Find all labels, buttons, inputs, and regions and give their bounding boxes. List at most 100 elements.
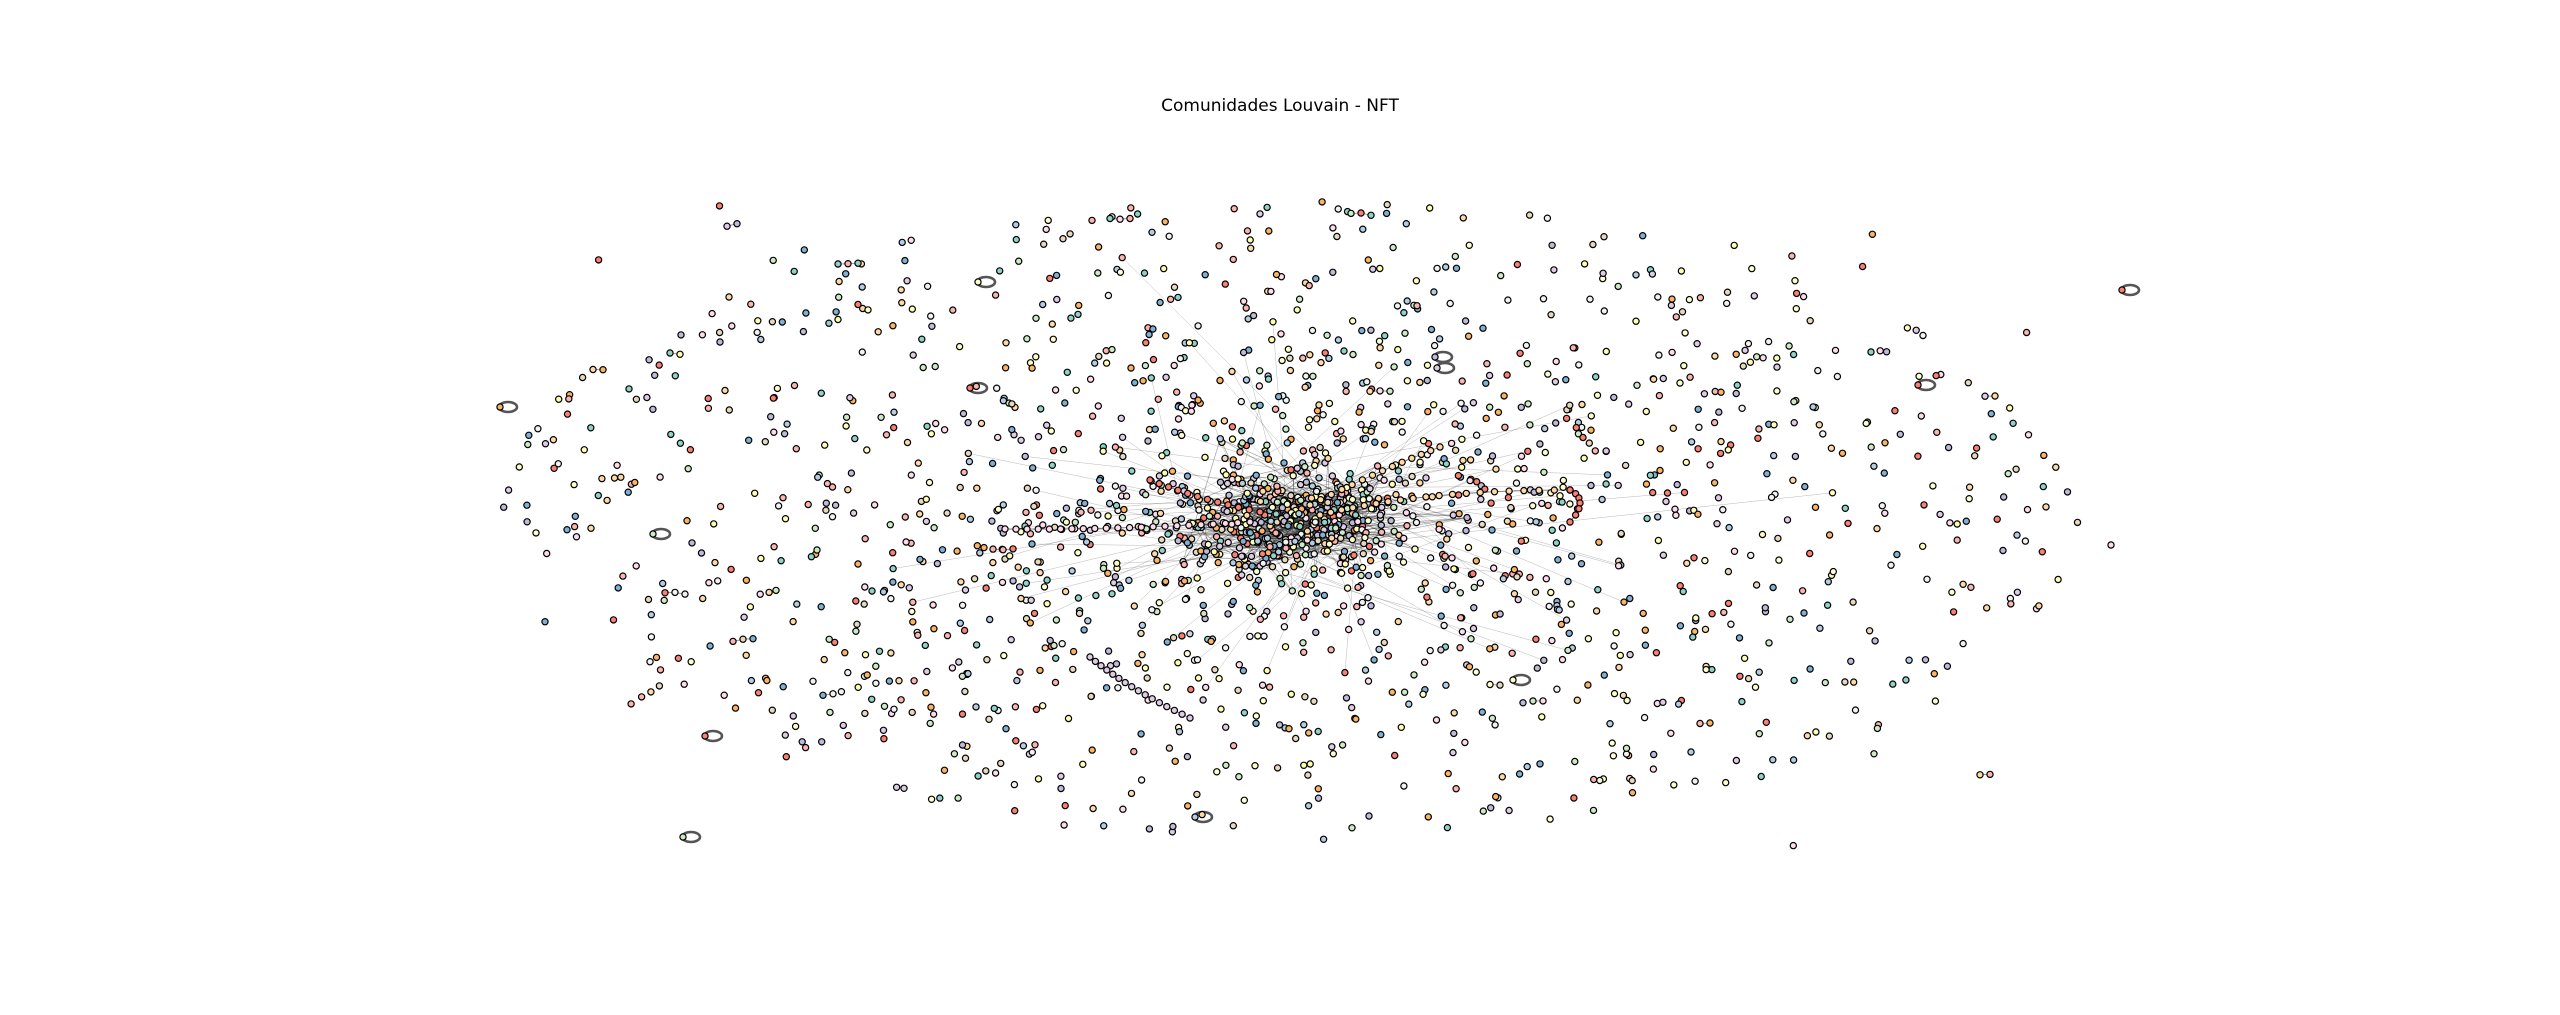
graph-node [982, 767, 990, 775]
graph-node [1281, 643, 1290, 651]
graph-node [1357, 571, 1365, 580]
graph-node [1419, 690, 1427, 699]
graph-node [1036, 405, 1045, 413]
graph-node [1619, 691, 1628, 700]
graph-node [2038, 548, 2047, 556]
graph-node [854, 560, 862, 568]
graph-edge [1290, 415, 1592, 471]
graph-node [1342, 694, 1351, 702]
graph-node [1981, 392, 1989, 400]
graph-node [1376, 264, 1384, 273]
graph-node [555, 395, 563, 403]
graph-node [1364, 677, 1373, 685]
graph-edge [1344, 521, 1359, 673]
graph-node [1659, 551, 1668, 559]
graph-node [733, 219, 741, 228]
graph-node [1142, 339, 1150, 347]
graph-node [1520, 464, 1528, 473]
graph-node [2013, 588, 2022, 597]
graph-node [1236, 448, 1244, 456]
graph-node [960, 626, 969, 635]
graph-node [1370, 548, 1379, 556]
graph-node [1314, 794, 1323, 802]
graph-node [524, 440, 532, 449]
graph-node [1814, 366, 1822, 375]
graph-node [847, 469, 856, 477]
graph-node [769, 256, 777, 265]
graph-node [974, 278, 982, 286]
graph-node [571, 512, 580, 521]
graph-node [1174, 415, 1183, 423]
graph-node [1791, 452, 1800, 461]
graph-node [1501, 423, 1509, 431]
graph-node [772, 586, 780, 595]
graph-node [1516, 349, 1524, 357]
graph-node [2004, 470, 2012, 478]
graph-node [1318, 198, 1326, 206]
graph-node [1388, 480, 1397, 488]
graph-node [676, 439, 685, 447]
graph-node [652, 653, 661, 662]
graph-node [1255, 382, 1264, 390]
graph-node [1429, 401, 1438, 409]
graph-node [1893, 550, 1901, 559]
graph-node [1602, 480, 1610, 488]
graph-node [1792, 289, 1801, 298]
graph-node [1833, 372, 1842, 381]
graph-node [1806, 317, 1814, 325]
graph-node [905, 584, 914, 592]
graph-node [1540, 468, 1548, 476]
graph-node [1034, 775, 1043, 783]
graph-node [1683, 559, 1691, 568]
graph-node [649, 530, 657, 538]
graph-node [1154, 395, 1163, 403]
graph-node [1104, 291, 1113, 300]
graph-node [1141, 691, 1149, 699]
graph-node [1465, 241, 1474, 249]
graph-node [1304, 423, 1313, 431]
graph-node [1127, 364, 1135, 372]
graph-node [1088, 216, 1096, 225]
graph-node [1420, 658, 1429, 666]
graph-node [1522, 341, 1531, 350]
graph-node [1213, 768, 1221, 776]
graph-node [727, 565, 735, 574]
graph-node [930, 524, 938, 532]
graph-node [1701, 556, 1709, 565]
graph-node [1485, 403, 1494, 411]
graph-node [1151, 425, 1159, 433]
graph-node [813, 546, 821, 554]
graph-node [1383, 200, 1391, 209]
graph-node [1552, 357, 1560, 366]
graph-node [1359, 225, 1367, 233]
graph-node [1210, 548, 1218, 556]
graph-node [614, 584, 622, 592]
graph-node [1380, 552, 1389, 560]
graph-node [1805, 549, 1814, 558]
graph-node [1333, 232, 1341, 241]
graph-node [1245, 603, 1254, 612]
graph-node [1589, 806, 1598, 815]
graph-node [2007, 600, 2015, 608]
graph-node [1067, 314, 1075, 322]
graph-node [1656, 466, 1664, 475]
graph-node [1409, 512, 1417, 520]
graph-node [1038, 300, 1047, 309]
graph-node [1246, 236, 1254, 244]
graph-node [1032, 353, 1040, 361]
graph-node [649, 405, 657, 413]
graph-node [1740, 654, 1749, 663]
graph-node [1774, 534, 1782, 543]
graph-node [563, 410, 572, 418]
graph-node [1116, 584, 1125, 593]
graph-node [1246, 529, 1255, 537]
graph-node [1512, 547, 1521, 555]
graph-node [1786, 615, 1794, 624]
graph-node [1732, 389, 1740, 398]
graph-node [1685, 295, 1694, 304]
graph-node [909, 351, 917, 359]
graph-node [1080, 626, 1088, 634]
graph-node [1380, 476, 1388, 484]
graph-node [989, 545, 997, 553]
graph-node [1144, 437, 1152, 445]
